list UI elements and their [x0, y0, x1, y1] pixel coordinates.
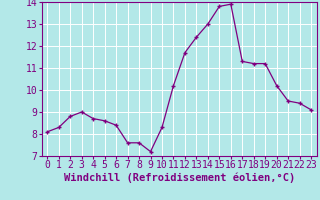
X-axis label: Windchill (Refroidissement éolien,°C): Windchill (Refroidissement éolien,°C)	[64, 173, 295, 183]
